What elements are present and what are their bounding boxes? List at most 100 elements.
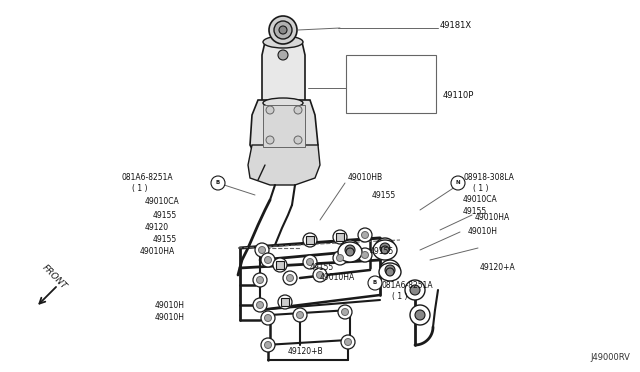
Text: 49155: 49155 — [153, 211, 177, 219]
Circle shape — [337, 234, 344, 241]
Text: 49010HA: 49010HA — [475, 214, 510, 222]
Bar — [276, 261, 284, 269]
Circle shape — [380, 260, 400, 280]
Text: 49155: 49155 — [463, 208, 487, 217]
Circle shape — [296, 311, 303, 318]
Circle shape — [264, 314, 271, 321]
Text: 49010HA: 49010HA — [320, 273, 355, 282]
Text: 49010CA: 49010CA — [145, 198, 180, 206]
Circle shape — [358, 228, 372, 242]
Text: 08918-308LA: 08918-308LA — [463, 173, 514, 183]
Text: 49010HB: 49010HB — [348, 173, 383, 183]
Circle shape — [362, 231, 369, 238]
Circle shape — [261, 311, 275, 325]
Circle shape — [287, 275, 294, 282]
Circle shape — [257, 301, 264, 308]
Text: J49000RV: J49000RV — [590, 353, 630, 362]
Circle shape — [333, 230, 347, 244]
Text: 081A6-8251A: 081A6-8251A — [122, 173, 173, 183]
Circle shape — [362, 251, 369, 259]
Circle shape — [386, 268, 394, 276]
Circle shape — [261, 253, 275, 267]
Circle shape — [385, 265, 395, 275]
Circle shape — [266, 136, 274, 144]
Circle shape — [278, 295, 292, 309]
Circle shape — [264, 257, 271, 263]
Circle shape — [294, 106, 302, 114]
Bar — [336, 233, 344, 241]
Circle shape — [405, 280, 425, 300]
Circle shape — [269, 16, 297, 44]
Circle shape — [380, 243, 390, 253]
Text: 49010H: 49010H — [155, 314, 185, 323]
Circle shape — [341, 335, 355, 349]
Bar — [263, 105, 305, 147]
Text: N: N — [456, 180, 460, 186]
Circle shape — [346, 248, 354, 256]
Ellipse shape — [263, 36, 303, 48]
Circle shape — [307, 259, 314, 266]
Circle shape — [276, 262, 284, 269]
Circle shape — [345, 245, 355, 255]
Circle shape — [274, 21, 292, 39]
Circle shape — [340, 240, 360, 260]
Circle shape — [255, 243, 269, 257]
Ellipse shape — [373, 240, 397, 260]
Circle shape — [358, 248, 372, 262]
Circle shape — [342, 308, 349, 315]
Text: 49120+A: 49120+A — [480, 263, 516, 273]
Circle shape — [375, 238, 395, 258]
Circle shape — [307, 237, 314, 244]
Circle shape — [368, 276, 382, 290]
Text: 49120+B: 49120+B — [287, 347, 323, 356]
Ellipse shape — [263, 98, 303, 108]
Polygon shape — [248, 145, 320, 185]
Polygon shape — [250, 100, 318, 162]
Text: FRONT: FRONT — [40, 263, 68, 291]
Text: 49155: 49155 — [370, 247, 394, 257]
Bar — [306, 236, 314, 244]
Text: 49155: 49155 — [372, 190, 396, 199]
Circle shape — [303, 233, 317, 247]
Text: ( 1 ): ( 1 ) — [473, 185, 488, 193]
Circle shape — [266, 106, 274, 114]
Polygon shape — [262, 42, 305, 103]
Circle shape — [344, 339, 351, 346]
Circle shape — [293, 308, 307, 322]
Circle shape — [410, 285, 420, 295]
Text: 49155: 49155 — [310, 263, 334, 273]
Circle shape — [257, 276, 264, 283]
Circle shape — [451, 176, 465, 190]
Circle shape — [410, 305, 430, 325]
Circle shape — [303, 255, 317, 269]
Circle shape — [415, 310, 425, 320]
Text: B: B — [216, 180, 220, 186]
Bar — [281, 298, 289, 306]
Circle shape — [283, 271, 297, 285]
Circle shape — [282, 298, 289, 305]
Circle shape — [264, 341, 271, 349]
Circle shape — [279, 26, 287, 34]
Circle shape — [211, 176, 225, 190]
Circle shape — [313, 268, 327, 282]
Circle shape — [253, 298, 267, 312]
Text: 49155: 49155 — [153, 235, 177, 244]
Ellipse shape — [379, 263, 401, 281]
Text: 49010H: 49010H — [155, 301, 185, 310]
Ellipse shape — [338, 242, 362, 262]
Text: B: B — [373, 280, 377, 285]
Text: 49010CA: 49010CA — [463, 196, 498, 205]
Text: 49110P: 49110P — [443, 90, 474, 99]
Text: 49010HA: 49010HA — [140, 247, 175, 257]
Circle shape — [261, 338, 275, 352]
Circle shape — [253, 273, 267, 287]
Text: 081A6-8251A: 081A6-8251A — [382, 280, 434, 289]
Text: 49181X: 49181X — [440, 20, 472, 29]
Text: 49010H: 49010H — [468, 228, 498, 237]
Text: ( 1 ): ( 1 ) — [132, 185, 147, 193]
Circle shape — [338, 305, 352, 319]
Text: 49120: 49120 — [145, 224, 169, 232]
Circle shape — [317, 272, 323, 279]
Circle shape — [294, 136, 302, 144]
Bar — [346, 55, 436, 113]
